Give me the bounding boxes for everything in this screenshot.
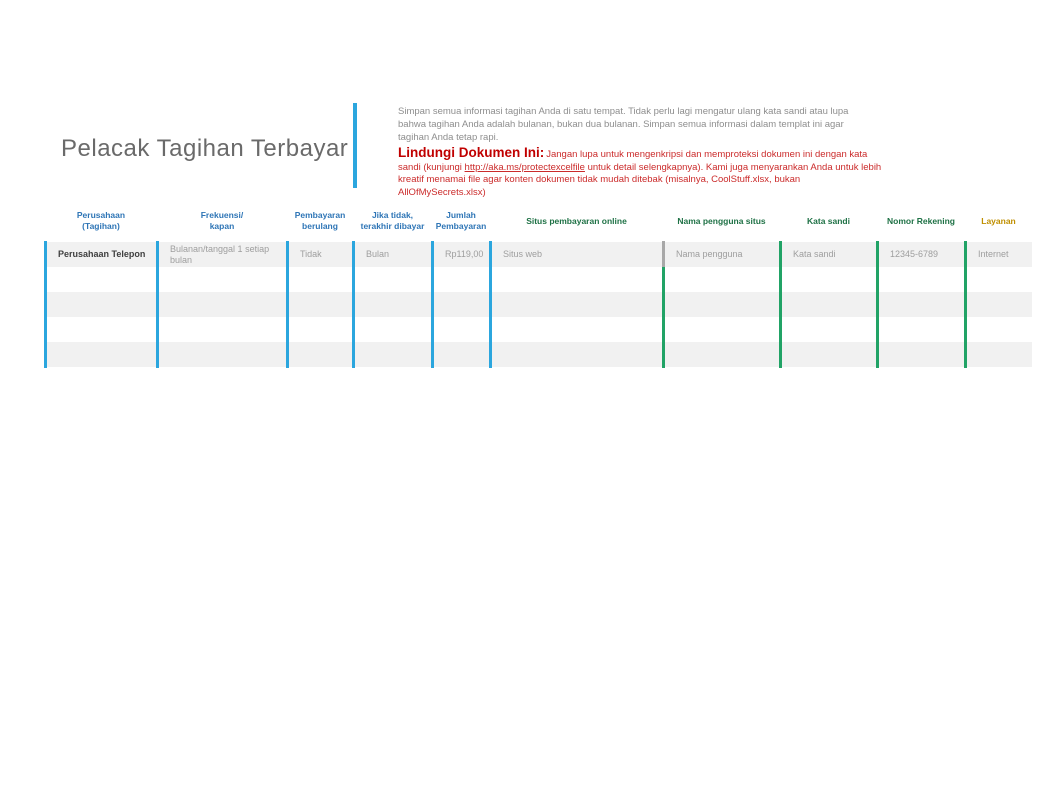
table-row-empty[interactable] <box>45 292 1032 317</box>
header-cell-site-username[interactable]: Nama pengguna situs <box>677 215 766 226</box>
column-separator <box>662 241 665 267</box>
column-separator <box>779 241 782 368</box>
cell-company[interactable]: Perusahaan Telepon <box>58 249 146 260</box>
cell-last-paid[interactable]: Bulan <box>366 249 390 260</box>
cell-amount[interactable]: Rp119,00 <box>445 249 484 260</box>
header-cell-account-number[interactable]: Nomor Rekening <box>886 215 955 226</box>
header-cell-recurring[interactable]: Pembayaran berulang <box>294 210 346 231</box>
protect-link[interactable]: http://aka.ms/protectexcelfile <box>464 161 585 173</box>
column-separator <box>44 241 47 368</box>
table-row-empty[interactable] <box>45 317 1032 342</box>
column-separator <box>156 241 159 368</box>
header-cell-amount[interactable]: Jumlah Pembayaran <box>435 210 487 231</box>
header-cell-payment-site[interactable]: Situs pembayaran online <box>526 215 627 226</box>
sample-row: Perusahaan Telepon Bulanan/tanggal 1 set… <box>45 242 1032 267</box>
column-separator <box>352 241 355 368</box>
table-row-empty[interactable] <box>45 267 1032 292</box>
column-separator <box>286 241 289 368</box>
cell-site-username[interactable]: Nama pengguna <box>676 249 743 260</box>
protect-text-before-link: Jangan lupa untuk mengenkripsi dan mempr… <box>398 149 868 173</box>
cell-account-number[interactable]: 12345-6789 <box>890 249 939 260</box>
cell-service[interactable]: Internet <box>978 249 1009 260</box>
protect-heading: Lindungi Dokumen Ini: <box>398 145 545 160</box>
intro-text: Simpan semua informasi tagihan Anda di s… <box>398 106 849 143</box>
header-cell-last-paid[interactable]: Jika tidak, terakhir dibayar <box>360 210 425 231</box>
cell-payment-site[interactable]: Situs web <box>503 249 543 260</box>
table-header-row: Perusahaan (Tagihan) Frekuensi/ kapan Pe… <box>0 202 1038 240</box>
page-title: Pelacak Tagihan Terbayar <box>61 135 349 162</box>
cell-frequency[interactable]: Bulanan/tanggal 1 setiap bulan <box>170 244 270 265</box>
column-separator <box>489 241 492 368</box>
column-separator <box>431 241 434 368</box>
cell-recurring[interactable]: Tidak <box>300 249 322 260</box>
header-cell-company[interactable]: Perusahaan (Tagihan) <box>76 210 126 231</box>
accent-divider <box>353 103 357 188</box>
protect-note: Lindungi Dokumen Ini: Jangan lupa untuk m… <box>398 146 883 199</box>
header-cell-frequency[interactable]: Frekuensi/ kapan <box>200 210 244 231</box>
column-separator <box>964 241 967 368</box>
column-separator <box>876 241 879 368</box>
protect-text-after-link: untuk detail selengkapnya). Kami juga me… <box>398 161 882 198</box>
bills-table: Perusahaan Telepon Bulanan/tanggal 1 set… <box>45 242 1032 367</box>
table-row-empty[interactable] <box>45 342 1032 367</box>
header-cell-password[interactable]: Kata sandi <box>807 215 850 226</box>
header-cell-service[interactable]: Layanan <box>981 215 1016 226</box>
column-separator <box>662 267 665 368</box>
cell-password[interactable]: Kata sandi <box>793 249 836 260</box>
